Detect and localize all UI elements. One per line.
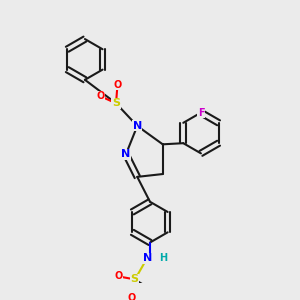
Text: O: O: [128, 293, 136, 300]
Text: O: O: [115, 272, 123, 281]
Text: O: O: [96, 91, 105, 101]
Text: S: S: [130, 274, 138, 284]
Text: N: N: [121, 149, 130, 159]
Text: S: S: [112, 98, 120, 108]
Text: N: N: [133, 121, 142, 131]
Text: H: H: [159, 253, 167, 263]
Text: F: F: [198, 108, 204, 118]
Text: O: O: [113, 80, 122, 90]
Text: N: N: [142, 253, 152, 263]
